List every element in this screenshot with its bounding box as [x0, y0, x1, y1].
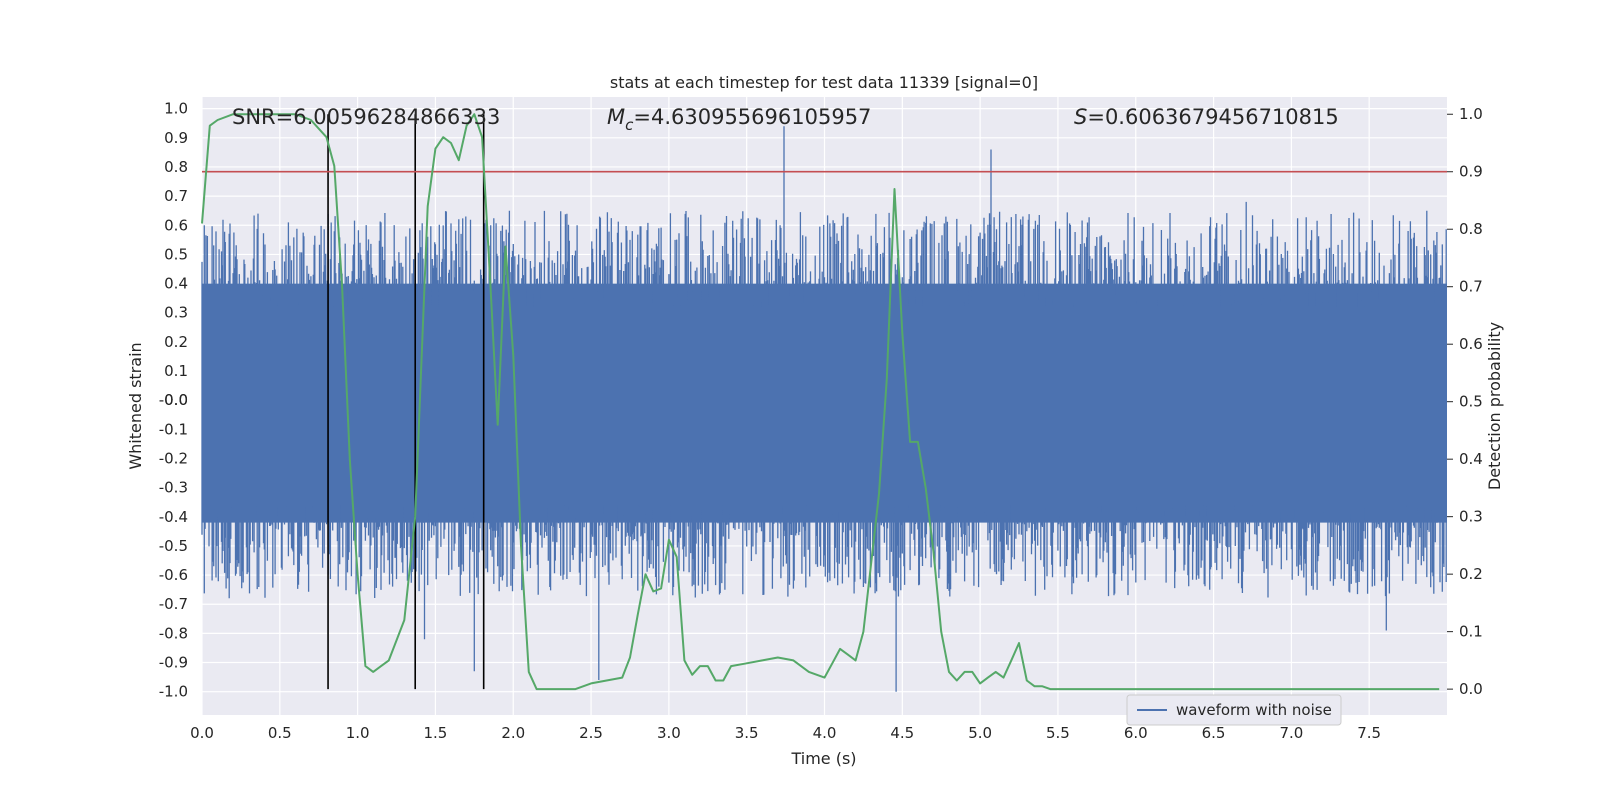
y-left-tick-label: 0.7: [164, 187, 188, 205]
snr-annotation: SNR=6.00596284866333: [232, 105, 500, 129]
x-tick-label: 3.5: [735, 724, 759, 742]
y-right-tick-label: 0.2: [1459, 565, 1483, 583]
x-axis-ticks: 0.0 0.5 1.0 1.5 2.0 2.5 3.0 3.5 4.0 4.5 5.0 5.5 6.0 6…: [190, 724, 1381, 742]
y-right-tick-label: 0.3: [1459, 508, 1483, 526]
x-tick-label: 3.0: [657, 724, 681, 742]
y-left-tick-label: -0.8: [159, 624, 188, 642]
vertical-markers: [327, 114, 485, 690]
x-axis-label: Time (s): [790, 749, 856, 768]
probability-line: [201, 113, 1440, 691]
x-tick-label: 0.5: [268, 724, 292, 742]
legend-label: waveform with noise: [1176, 701, 1332, 719]
y-left-tick-label: 0.3: [164, 304, 188, 322]
y-left-tick-label: -0.6: [159, 566, 188, 584]
y-right-tick-label: 1.0: [1459, 105, 1483, 123]
chart-title: stats at each timestep for test data 113…: [610, 73, 1038, 92]
y-right-tick-label: 0.4: [1459, 450, 1483, 468]
y-right-tick-label: 0.7: [1459, 278, 1483, 296]
y-left-tick-label: 0.5: [164, 245, 188, 263]
legend: waveform with noise: [1126, 694, 1342, 726]
y-left-tick-label: 1.0: [164, 100, 188, 118]
x-tick-label: 2.5: [579, 724, 603, 742]
x-tick-label: 6.0: [1124, 724, 1148, 742]
y-right-axis-ticks: 1.0 0.9 0.8 0.7 0.6 0.5 0.4 0.3 0.2 0.1 0.0: [1447, 105, 1483, 698]
y-right-tick-label: 0.5: [1459, 393, 1483, 411]
y-left-tick-label: -0.4: [159, 508, 188, 526]
y-right-axis-label: Detection probability: [1485, 322, 1504, 490]
legend-box: [1126, 694, 1342, 726]
x-tick-label: 5.5: [1046, 724, 1070, 742]
y-left-tick-label: 0.8: [164, 158, 188, 176]
mc-value: =4.630955696105957: [633, 105, 871, 129]
y-left-tick-label: 0.0: [164, 391, 188, 409]
y-left-tick-label: -0.9: [159, 654, 188, 672]
x-tick-label: 7.0: [1279, 724, 1303, 742]
y-left-tick-label: -0.1: [159, 420, 188, 438]
y-right-tick-label: 0.1: [1459, 623, 1483, 641]
x-tick-label: 0.0: [190, 724, 214, 742]
y-left-tick-label: 0.4: [164, 275, 188, 293]
y-right-tick-label: 0.6: [1459, 335, 1483, 353]
s-symbol: S: [1074, 105, 1087, 129]
y-right-tick-label: 0.9: [1459, 163, 1483, 181]
x-tick-label: 7.5: [1357, 724, 1381, 742]
y-right-tick-label: 0.0: [1459, 680, 1483, 698]
y-left-tick-label: 0.6: [164, 216, 188, 234]
mc-subscript: c: [625, 116, 634, 134]
y-left-tick-label: 0.9: [164, 129, 188, 147]
s-value: =0.6063679456710815: [1087, 105, 1338, 129]
waveform-series: [201, 126, 1447, 692]
y-left-tick-label: -0.3: [159, 479, 188, 497]
y-left-tick-label: -0.2: [159, 449, 188, 467]
y-left-tick-label: -0.0: [159, 391, 188, 409]
x-tick-label: 4.0: [813, 724, 837, 742]
waveform-trace: [201, 126, 1447, 692]
y-left-axis-label: Whitened strain: [126, 342, 145, 469]
x-tick-label: 6.5: [1202, 724, 1226, 742]
y-right-tick-label: 0.8: [1459, 220, 1483, 238]
y-left-tick-label: -0.7: [159, 595, 188, 613]
y-left-tick-label: 0.1: [164, 362, 188, 380]
mc-annotation: Mc=4.630955696105957: [607, 105, 871, 134]
mc-symbol: M: [607, 105, 625, 129]
x-tick-label: 1.0: [346, 724, 370, 742]
y-left-tick-label: -1.0: [159, 683, 188, 701]
y-left-tick-label: -0.5: [159, 537, 188, 555]
x-tick-label: 1.5: [424, 724, 448, 742]
s-annotation: S=0.6063679456710815: [1074, 105, 1339, 129]
y-left-axis-ticks: 1.0 0.9 0.8 0.7 0.6 0.5 0.4 0.3 0.2 0.1 0.0-0.0 -0.…: [159, 100, 188, 701]
probability-series: [201, 113, 1440, 691]
y-left-tick-label: 0.2: [164, 333, 188, 351]
x-tick-label: 5.0: [968, 724, 992, 742]
x-tick-label: 4.5: [890, 724, 914, 742]
x-tick-label: 2.0: [501, 724, 525, 742]
